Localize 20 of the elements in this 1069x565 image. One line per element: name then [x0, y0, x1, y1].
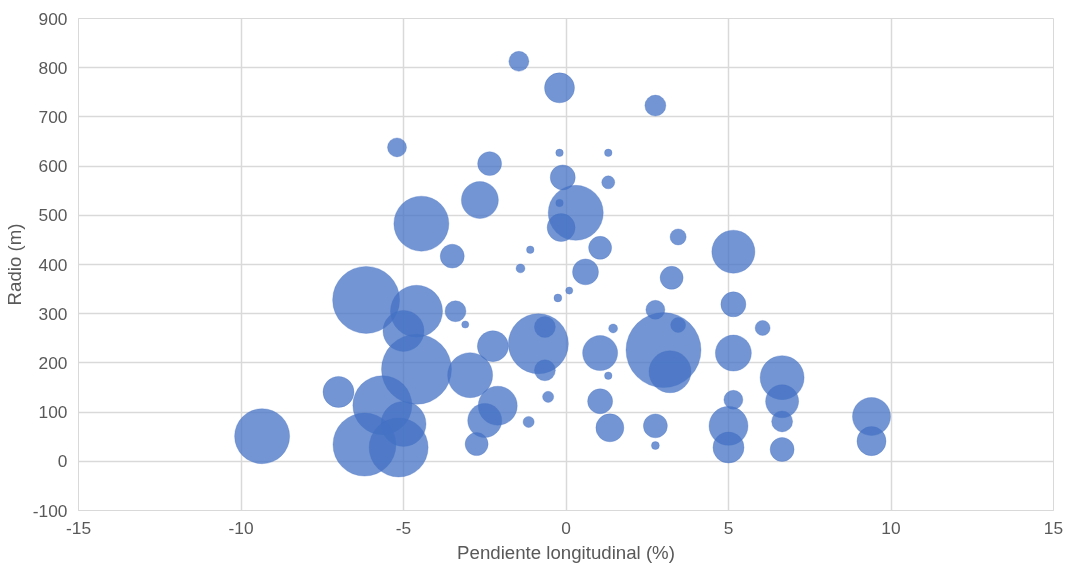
- x-tick-label: -15: [65, 517, 92, 538]
- x-axis-title: Pendiente longitudinal (%): [457, 541, 675, 563]
- x-tick-label: 5: [723, 517, 734, 538]
- x-tick-label: 10: [881, 517, 901, 538]
- y-tick-label: 100: [38, 402, 68, 423]
- x-tick-label: -10: [228, 517, 254, 538]
- y-tick-label: -100: [32, 500, 68, 521]
- y-tick-label: 400: [38, 254, 68, 275]
- y-tick-label: 700: [38, 106, 68, 127]
- x-tick-label: 0: [561, 517, 571, 538]
- y-tick-label: 500: [38, 205, 68, 226]
- x-tick-label: -5: [395, 517, 412, 538]
- y-tick-label: 200: [38, 352, 68, 373]
- y-axis-title: Radio (m): [3, 223, 25, 306]
- y-tick-label: 600: [38, 156, 68, 177]
- y-tick-label: 900: [38, 8, 68, 29]
- x-tick-label: 15: [1043, 517, 1064, 538]
- y-tick-label: 0: [57, 451, 68, 472]
- y-tick-label: 300: [38, 303, 68, 324]
- y-tick-label: 800: [38, 57, 68, 78]
